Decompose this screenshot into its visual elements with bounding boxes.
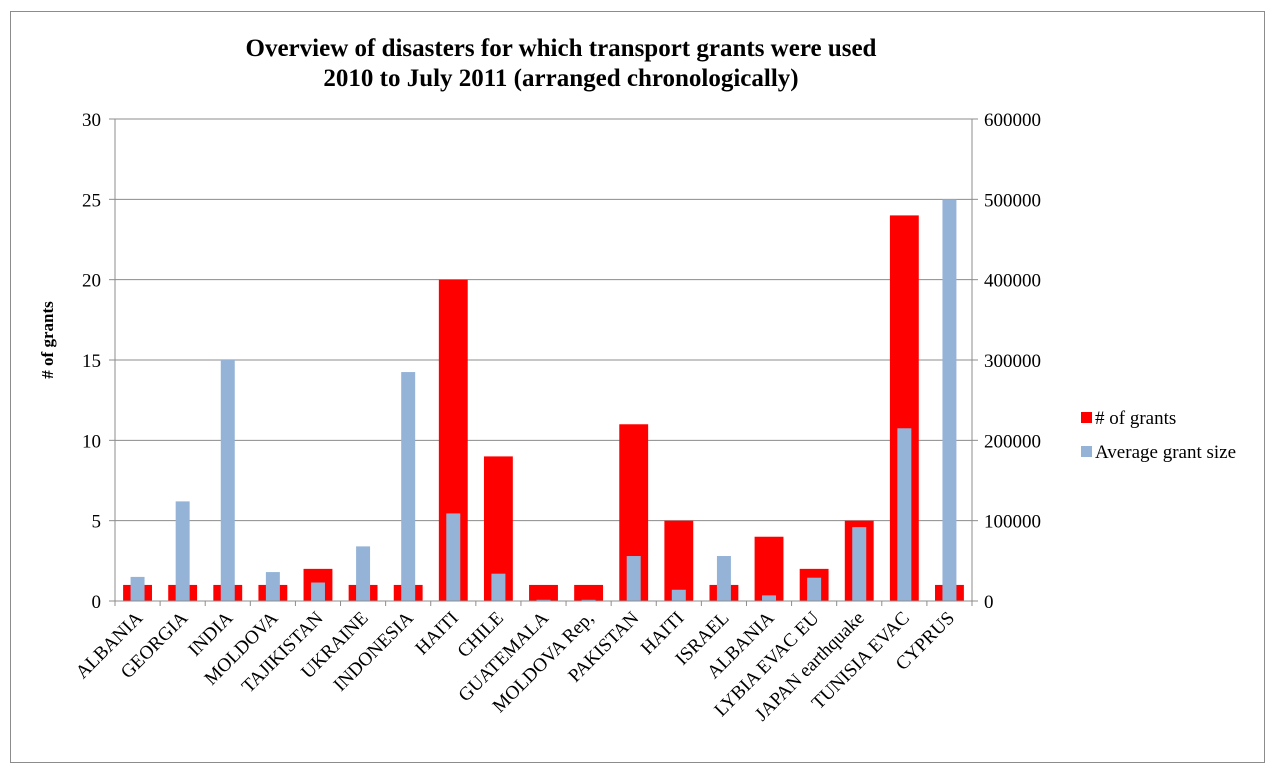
chart-title: Overview of disasters for which transpor… <box>246 35 877 92</box>
chart: Overview of disasters for which transpor… <box>38 35 1236 725</box>
chart-title-line-1: Overview of disasters for which transpor… <box>246 35 877 62</box>
bar-average-grant-size <box>265 572 280 601</box>
bar-average-grant-size <box>852 527 867 601</box>
bar-average-grant-size <box>671 589 686 601</box>
right-tick-label: 100000 <box>984 512 1041 533</box>
bar-average-grant-size <box>310 582 325 601</box>
bar-average-grant-size <box>491 573 506 601</box>
left-tick-label: 10 <box>82 431 101 452</box>
x-tick-label: HAITI <box>411 608 462 659</box>
chart-title-line-2: 2010 to July 2011 (arranged chronologica… <box>323 65 798 92</box>
right-tick-label: 400000 <box>984 271 1041 292</box>
right-axis-ticks: 0 100000 200000 300000 400000 500000 600000 <box>972 110 1041 613</box>
bar-average-grant-size <box>626 556 641 601</box>
bar-average-grant-size <box>581 599 596 601</box>
chart-frame: Overview of disasters for which transpor… <box>10 11 1265 763</box>
left-tick-label: 30 <box>82 110 101 131</box>
right-tick-label: 500000 <box>984 190 1041 211</box>
bar-num-grants <box>754 536 784 601</box>
y-axis-label: # of grants <box>38 301 57 379</box>
legend: # of grants Average grant size <box>1081 408 1236 463</box>
right-tick-label: 200000 <box>984 431 1041 452</box>
bar-average-grant-size <box>807 577 822 601</box>
series-num-grants <box>123 215 964 601</box>
bar-num-grants <box>664 520 694 601</box>
left-tick-label: 0 <box>92 592 102 613</box>
left-axis-ticks: 0 5 10 15 20 25 30 <box>82 110 115 613</box>
legend-label: Average grant size <box>1095 442 1236 463</box>
bar-average-grant-size <box>762 595 777 601</box>
legend-swatch <box>1081 412 1092 423</box>
bar-average-grant-size <box>716 556 731 601</box>
x-axis-ticks: ALBANIAGEORGIAINDIAMOLDOVATAJIKISTANUKRA… <box>72 601 973 725</box>
bar-average-grant-size <box>220 360 235 601</box>
bar-num-grants <box>574 584 604 601</box>
bar-average-grant-size <box>536 599 551 601</box>
bar-average-grant-size <box>897 428 912 601</box>
left-tick-label: 5 <box>92 512 102 533</box>
bar-average-grant-size <box>356 546 371 601</box>
legend-swatch <box>1081 446 1092 457</box>
gridlines <box>115 118 972 602</box>
legend-label: # of grants <box>1095 408 1176 429</box>
bar-num-grants <box>529 584 558 601</box>
left-tick-label: 15 <box>82 351 101 372</box>
left-tick-label: 20 <box>82 271 101 292</box>
series-average-grant-size <box>130 199 957 602</box>
bar-average-grant-size <box>446 513 461 601</box>
bar-average-grant-size <box>130 576 145 601</box>
right-tick-label: 300000 <box>984 351 1041 372</box>
bar-average-grant-size <box>401 372 416 601</box>
right-tick-label: 600000 <box>984 110 1041 131</box>
bar-average-grant-size <box>175 501 190 601</box>
right-tick-label: 0 <box>984 592 994 613</box>
bar-average-grant-size <box>942 199 957 602</box>
left-tick-label: 25 <box>82 190 101 211</box>
